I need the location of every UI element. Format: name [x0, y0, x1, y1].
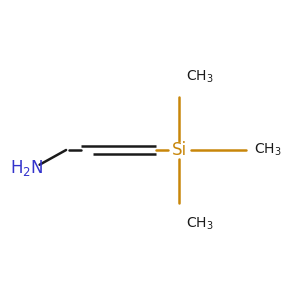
Text: Si: Si: [172, 141, 187, 159]
Text: H$_2$N: H$_2$N: [10, 158, 43, 178]
Text: CH$_3$: CH$_3$: [186, 215, 214, 232]
Text: CH$_3$: CH$_3$: [186, 68, 214, 85]
Text: CH$_3$: CH$_3$: [254, 142, 282, 158]
